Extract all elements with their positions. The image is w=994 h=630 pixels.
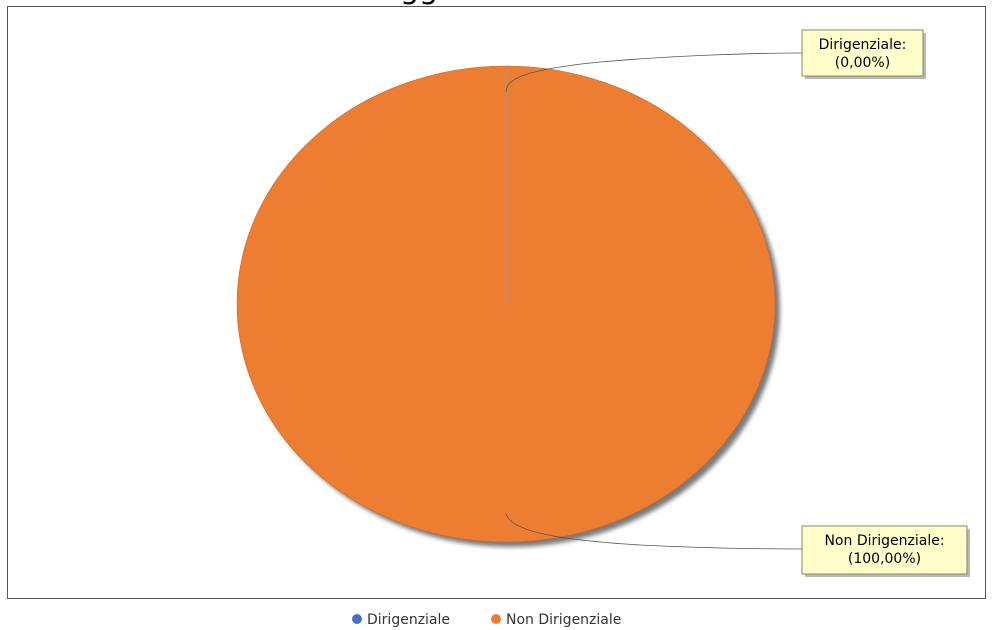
leader-lines (505, 52, 803, 550)
pie-layer (236, 65, 780, 547)
legend: Dirigenziale Non Dirigenziale (352, 612, 621, 628)
legend-marker-dirigenziale (352, 614, 362, 624)
plot-area-frame (7, 6, 986, 599)
legend-label-non-dirigenziale: Non Dirigenziale (506, 612, 621, 628)
leader-line-non-dirigenziale (505, 513, 803, 550)
callout-box-non-dirigenziale (801, 525, 968, 575)
leader-line-dirigenziale (505, 52, 803, 93)
data-label-pct-dirigenziale: (0,00%) (835, 55, 890, 71)
legend-label-dirigenziale: Dirigenziale (367, 612, 450, 628)
data-label-pct-non-dirigenziale: (100,00%) (848, 551, 921, 567)
legend-marker-non-dirigenziale (491, 614, 501, 624)
data-label-non-dirigenziale: Non Dirigenziale: (824, 533, 944, 549)
svg-text:ggi: ggi (400, 0, 446, 6)
callouts: Dirigenziale: (0,00%) Non Dirigenziale: (10… (801, 29, 970, 577)
data-label-dirigenziale: Dirigenziale: (819, 37, 907, 53)
chart-title-clipped: ggi (400, 0, 446, 6)
callout-box-dirigenziale (801, 29, 924, 77)
